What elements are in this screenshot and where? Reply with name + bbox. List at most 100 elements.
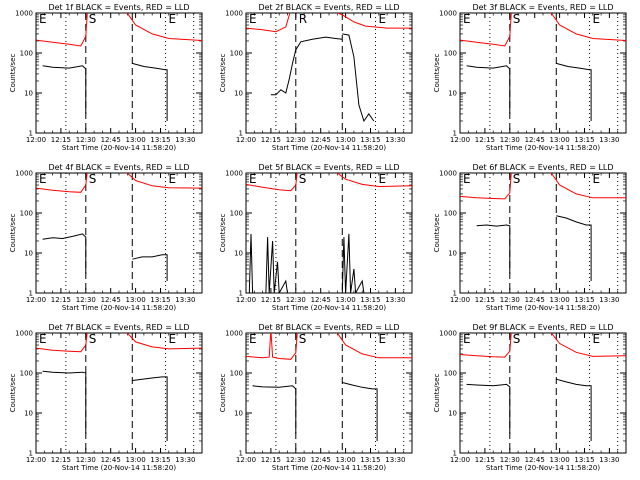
events-series-line (342, 33, 375, 123)
x-tick-label: 12:00 (26, 456, 46, 464)
y-tick-label: 100 (230, 50, 243, 58)
x-tick-label: 12:45 (525, 456, 545, 464)
time-marker-letter: S (89, 332, 97, 346)
x-tick-label: 13:15 (574, 296, 594, 304)
x-tick-label: 13:00 (336, 296, 356, 304)
events-series-line (252, 385, 297, 434)
y-axis-label: Counts/sec (433, 214, 441, 253)
y-tick-label: 1000 (439, 170, 457, 178)
lld-series-line (126, 333, 202, 350)
x-tick-label: 12:15 (51, 136, 71, 144)
x-axis-label: Start Time (20-Nov-14 11:58:20) (272, 304, 386, 312)
events-series-line (132, 62, 168, 121)
time-marker-letter: S (299, 172, 307, 186)
time-marker-letter: E (463, 172, 471, 186)
events-series-line (341, 233, 365, 293)
x-tick-label: 13:15 (150, 136, 170, 144)
x-tick-label: 12:45 (101, 136, 121, 144)
x-tick-label: 12:30 (286, 456, 306, 464)
x-tick-label: 13:15 (574, 136, 594, 144)
x-tick-label: 12:15 (475, 296, 495, 304)
x-tick-label: 12:00 (450, 456, 470, 464)
panel: Det 3f BLACK = Events, RED = LLD 1 10 100 10… (433, 3, 627, 152)
y-tick-label: 1000 (439, 330, 457, 338)
x-tick-label: 13:00 (550, 296, 570, 304)
panel: Det 9f BLACK = Events, RED = LLD 1 10 100 10… (433, 323, 627, 472)
panel: Det 8f BLACK = Events, RED = LLD 1 10 100 10… (219, 323, 413, 472)
time-marker-letter: S (513, 332, 521, 346)
time-marker-letter: R (299, 12, 307, 26)
y-tick-label: 10 (234, 250, 243, 258)
plot-frame (459, 172, 627, 294)
x-axis-label: Start Time (20-Nov-14 11:58:20) (486, 464, 600, 472)
time-marker-letter: E (168, 172, 176, 186)
x-tick-label: 12:00 (236, 136, 256, 144)
x-tick-label: 12:45 (101, 296, 121, 304)
y-axis-label: Counts/sec (219, 374, 227, 413)
time-marker-letter: E (249, 12, 257, 26)
lld-series-line (246, 13, 291, 33)
y-axis-label: Counts/sec (219, 54, 227, 93)
lld-series-line (246, 333, 298, 360)
lld-series-line (246, 173, 298, 192)
events-series-line (270, 36, 343, 96)
y-axis-label: Counts/sec (9, 214, 17, 253)
x-axis-label: Start Time (20-Nov-14 11:58:20) (62, 464, 176, 472)
x-tick-label: 12:45 (525, 296, 545, 304)
x-axis-label: Start Time (20-Nov-14 11:58:20) (486, 304, 600, 312)
time-marker-letter: E (463, 12, 471, 26)
y-tick-label: 10 (24, 250, 33, 258)
plot-frame (245, 172, 413, 294)
lld-series-line (336, 173, 412, 188)
y-tick-label: 10 (234, 90, 243, 98)
x-tick-label: 12:45 (311, 136, 331, 144)
panel-title: Det 9f BLACK = Events, RED = LLD (472, 323, 613, 332)
time-marker-letter: S (299, 332, 307, 346)
y-tick-label: 10 (448, 250, 457, 258)
time-marker-letter: E (378, 332, 386, 346)
x-tick-label: 13:15 (150, 296, 170, 304)
lld-series-line (550, 13, 626, 41)
x-tick-label: 13:15 (360, 456, 380, 464)
lld-series-line (550, 173, 626, 199)
x-tick-label: 12:45 (525, 136, 545, 144)
x-tick-label: 12:15 (51, 296, 71, 304)
y-tick-label: 1 (239, 290, 243, 298)
x-tick-label: 12:30 (76, 296, 96, 304)
x-tick-label: 12:15 (475, 456, 495, 464)
x-tick-label: 13:30 (175, 296, 195, 304)
time-marker-letter: S (513, 12, 521, 26)
events-series-line (42, 65, 87, 114)
y-tick-label: 100 (20, 370, 33, 378)
events-series-line (476, 224, 511, 274)
y-tick-label: 100 (20, 50, 33, 58)
y-tick-label: 100 (444, 370, 457, 378)
x-tick-label: 12:30 (500, 136, 520, 144)
time-marker-letter: S (89, 172, 97, 186)
x-axis-label: Start Time (20-Nov-14 11:58:20) (486, 144, 600, 152)
x-tick-label: 13:30 (599, 456, 619, 464)
y-tick-label: 10 (24, 90, 33, 98)
panel-title: Det 2f BLACK = Events, RED = LLD (258, 3, 399, 12)
y-tick-label: 10 (234, 410, 243, 418)
panel-title: Det 3f BLACK = Events, RED = LLD (472, 3, 613, 12)
y-axis-label: Counts/sec (219, 214, 227, 253)
panel-title: Det 8f BLACK = Events, RED = LLD (258, 323, 399, 332)
events-series-line (556, 378, 592, 441)
y-axis-label: Counts/sec (433, 374, 441, 413)
panel: Det 4f BLACK = Events, RED = LLD 1 10 100 10… (9, 163, 203, 312)
x-tick-label: 13:00 (550, 136, 570, 144)
x-tick-label: 13:15 (360, 136, 380, 144)
x-tick-label: 12:00 (450, 136, 470, 144)
y-tick-label: 1 (29, 450, 33, 458)
y-tick-label: 100 (230, 210, 243, 218)
x-tick-label: 12:15 (475, 136, 495, 144)
y-tick-label: 100 (20, 210, 33, 218)
x-tick-label: 13:00 (336, 136, 356, 144)
panel: Det 6f BLACK = Events, RED = LLD 1 10 100 10… (433, 163, 627, 312)
y-axis-label: Counts/sec (433, 54, 441, 93)
y-tick-label: 10 (448, 410, 457, 418)
x-tick-label: 12:45 (311, 296, 331, 304)
events-series-line (42, 233, 87, 274)
